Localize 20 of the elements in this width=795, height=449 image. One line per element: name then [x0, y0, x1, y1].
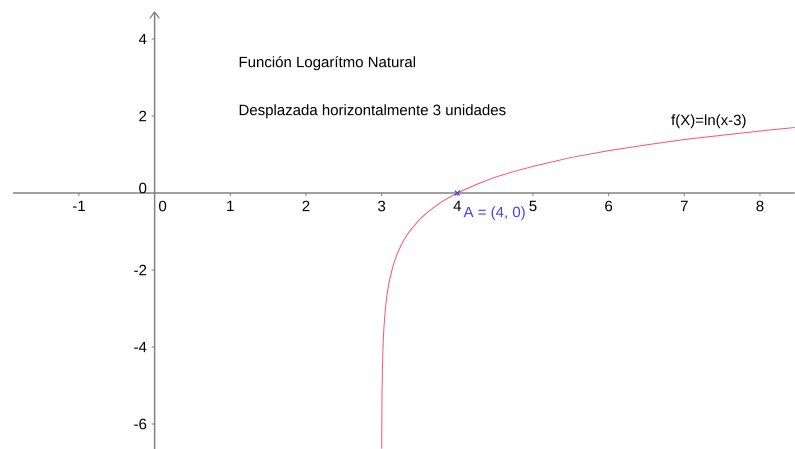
series-label: A = (4, 0)	[464, 206, 525, 220]
y-tick-label: 2	[139, 110, 146, 122]
x-tick-label: -1	[72, 200, 85, 212]
x-tick-label: 0	[159, 200, 166, 212]
x-tick-label: 8	[756, 200, 764, 212]
y-tick-label: 4	[138, 34, 146, 44]
y-tick-label: -2	[134, 264, 146, 276]
x-tick-label: 1	[227, 200, 234, 212]
text: Desplazada horizontalmente 3 unidades	[240, 104, 506, 118]
y-tick-label: -6	[134, 418, 146, 430]
x-tick-label: 2	[302, 200, 310, 212]
x-tick-label: 7	[680, 200, 688, 212]
text: Función Logarítmo Natural	[240, 56, 416, 70]
y-tick-label: -4	[134, 342, 146, 352]
x-tick-label: 6	[605, 200, 612, 212]
x-tick-label: 3	[378, 200, 386, 212]
series-label: f(X)=ln(x-3)	[671, 114, 746, 128]
x-tick-label: 5	[529, 200, 536, 212]
x-tick-label: 4	[453, 200, 462, 212]
y-tick-label: 0	[139, 182, 146, 194]
